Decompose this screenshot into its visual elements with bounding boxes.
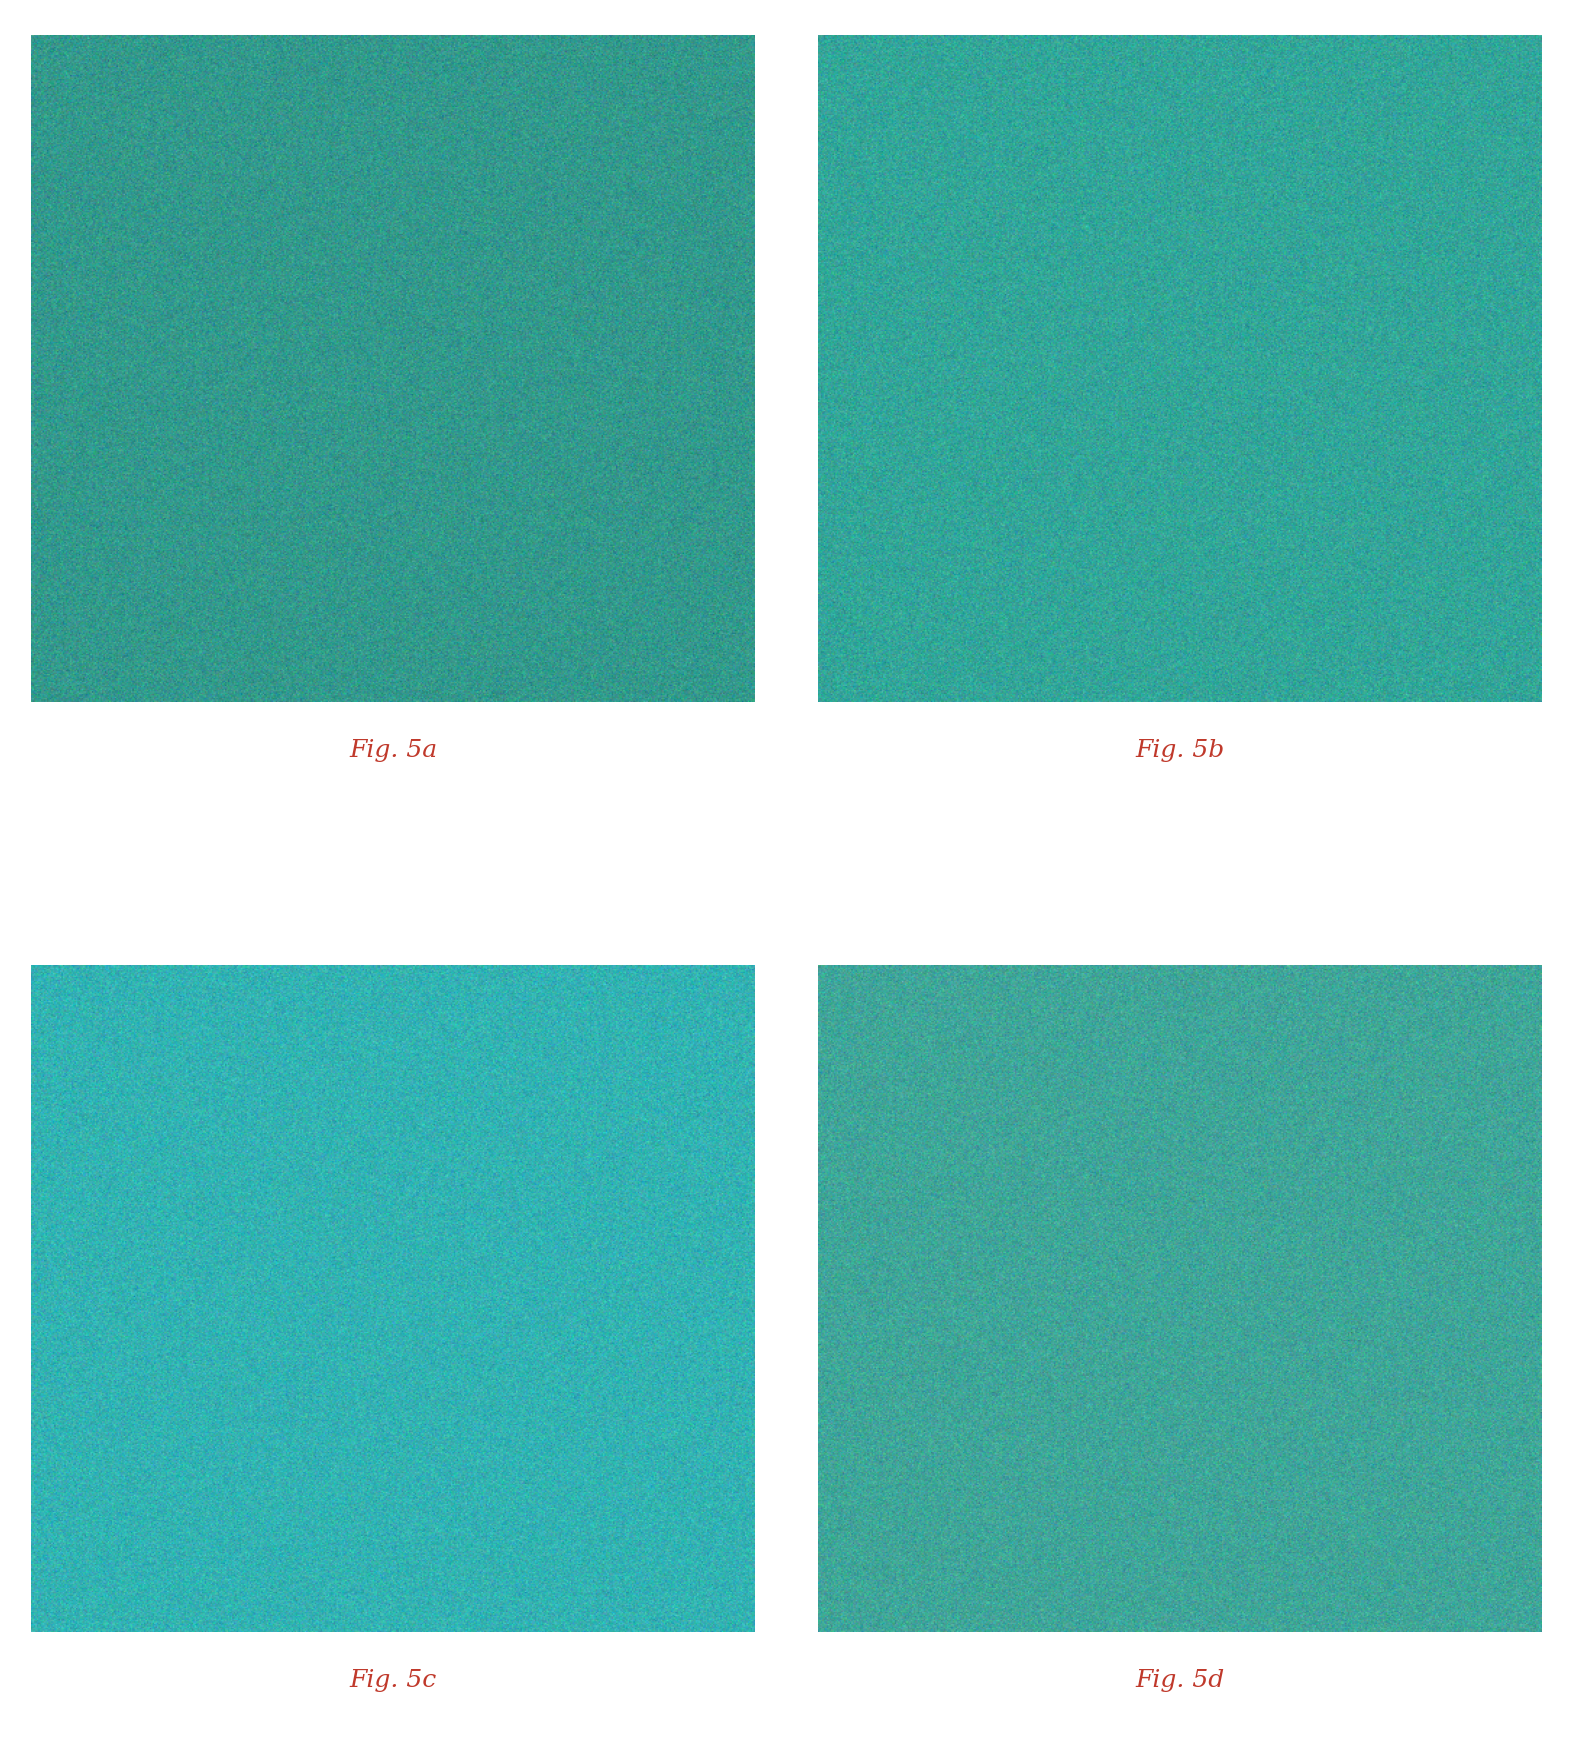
Text: Fig. 5a: Fig. 5a bbox=[349, 739, 437, 762]
Text: Fig. 5c: Fig. 5c bbox=[349, 1669, 437, 1692]
Text: Fig. 5d: Fig. 5d bbox=[1136, 1669, 1224, 1692]
Text: Fig. 5b: Fig. 5b bbox=[1136, 739, 1224, 762]
